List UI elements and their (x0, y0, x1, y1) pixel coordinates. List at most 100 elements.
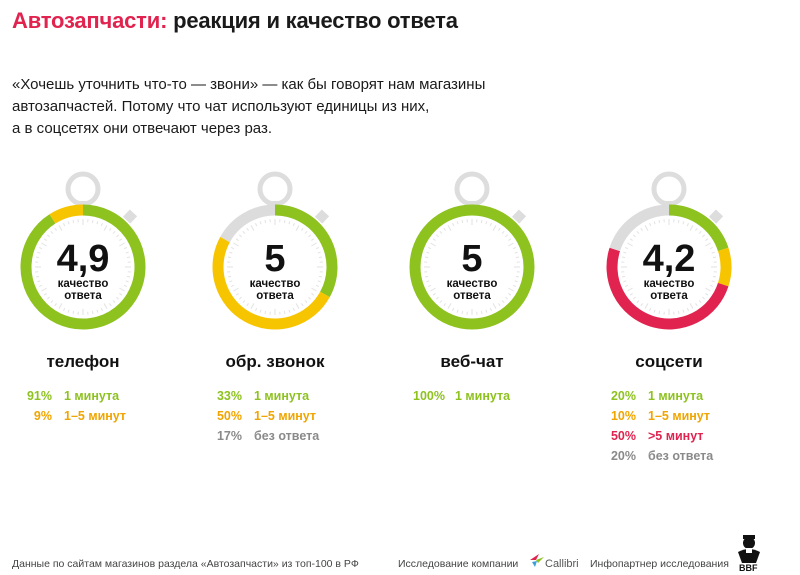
dial-tick (485, 221, 488, 225)
stopwatch-chart-webchat: 5 качество ответа (397, 165, 547, 340)
stopwatch-button-icon (314, 209, 330, 224)
dial-tick (424, 275, 429, 278)
dial-tick (709, 247, 714, 250)
dial-tick (711, 251, 715, 254)
gauge-rating: 5 (264, 238, 286, 280)
rating-label-word: ответа (64, 290, 102, 302)
dial-tick (100, 222, 103, 227)
breakdown-row: 17% без ответа (212, 426, 319, 446)
breakdown-label: без ответа (254, 429, 320, 443)
breakdown-row: 20% без ответа (606, 446, 713, 466)
dial-tick (126, 256, 131, 259)
breakdown-label: 1 минута (254, 389, 310, 403)
gauge-rating: 4,9 (56, 238, 110, 280)
dial-tick (461, 219, 464, 224)
dial-tick (432, 293, 436, 296)
bbf-logo-text: BBF (739, 563, 758, 573)
dial-tick (624, 284, 629, 287)
dial-tick (308, 296, 312, 300)
dial-tick (308, 234, 312, 238)
breakdown-row: 50% >5 минут (606, 426, 713, 446)
dial-tick (709, 284, 714, 287)
dial-tick (41, 242, 47, 247)
rating-label-word: качество (249, 278, 301, 290)
dial-tick (315, 247, 320, 250)
dial-tick (58, 303, 63, 309)
dial-tick (705, 238, 709, 241)
dial-tick (508, 238, 512, 241)
gauge-rating: 5 (461, 238, 483, 280)
dial-tick (123, 247, 128, 250)
dial-tick (621, 275, 626, 278)
dial-tick (712, 256, 717, 259)
dial-tick (447, 225, 452, 231)
dial-tick (498, 303, 501, 307)
dial-tick (439, 300, 443, 304)
dial-tick (689, 303, 694, 309)
dial-tick (686, 222, 689, 227)
dial-tick (311, 242, 317, 247)
dial-tick (315, 284, 320, 287)
dial-tick (649, 307, 652, 312)
breakdown-percent: 50% (216, 409, 242, 423)
dial-tick (37, 280, 41, 283)
breakdown-label: без ответа (648, 449, 714, 463)
dial-tick (259, 221, 262, 225)
rating-label-word: качество (446, 278, 498, 290)
dial-tick (96, 221, 99, 225)
dial-tick (644, 303, 649, 309)
dial-tick (508, 287, 514, 292)
dial-tick (67, 309, 70, 313)
dial-tick (439, 230, 443, 234)
breakdown-row: 50% 1–5 минут (212, 406, 319, 426)
dial-tick (443, 227, 446, 231)
intro-line-3: а в соцсетях они отвечают через раз. (12, 120, 273, 137)
rating-label-word: ответа (453, 290, 491, 302)
dial-tick (632, 296, 636, 300)
dial-tick (705, 293, 709, 296)
dial-tick (301, 227, 304, 231)
gauge-center: 4,2 качество ответа (594, 240, 744, 302)
dial-tick (100, 307, 103, 312)
dial-tick (123, 284, 128, 287)
dial-tick (311, 293, 315, 296)
callibri-logo-icon (530, 554, 544, 567)
donut-segment (274, 204, 338, 298)
dial-tick (246, 227, 249, 231)
dial-tick (705, 242, 711, 247)
stopwatch-svg (20, 171, 146, 330)
rating-label-word: качество (57, 278, 109, 290)
dial-tick (235, 293, 239, 296)
dial-tick (112, 300, 116, 304)
breakdown-percent: 20% (610, 449, 636, 463)
dial-tick (295, 225, 300, 231)
stopwatch-chart-phone: 4,9 качество ответа (8, 165, 158, 340)
page-title: Автозапчасти: реакция и качество ответа (12, 8, 458, 34)
gauge-center: 5 качество ответа (200, 240, 350, 302)
dial-tick (235, 238, 239, 241)
dial-tick (698, 300, 702, 304)
dial-tick (37, 251, 41, 254)
dial-tick (702, 296, 706, 300)
dial-tick (125, 251, 129, 254)
dial-tick (456, 221, 459, 225)
breakdown-social: 20% 1 минута 10% 1–5 минут 50% >5 минут 20% без… (606, 386, 713, 466)
breakdown-label: 1 минута (64, 389, 120, 403)
gauge-center: 5 качество ответа (397, 240, 547, 302)
dial-tick (288, 309, 291, 313)
breakdown-percent: 20% (610, 389, 636, 403)
dial-tick (54, 227, 57, 231)
dial-tick (96, 309, 99, 313)
dial-tick (43, 293, 47, 296)
dial-tick (63, 307, 66, 312)
gauge-rating-label: качество ответа (200, 278, 350, 302)
dial-tick (640, 227, 643, 231)
stopwatch-ring-icon (454, 171, 490, 207)
dial-tick (292, 222, 295, 227)
title-rest: реакция и качество ответа (173, 8, 458, 33)
dial-tick (292, 307, 295, 312)
dial-tick (686, 307, 689, 312)
dial-tick (304, 300, 308, 304)
dial-tick (461, 310, 464, 315)
dial-tick (682, 221, 685, 225)
